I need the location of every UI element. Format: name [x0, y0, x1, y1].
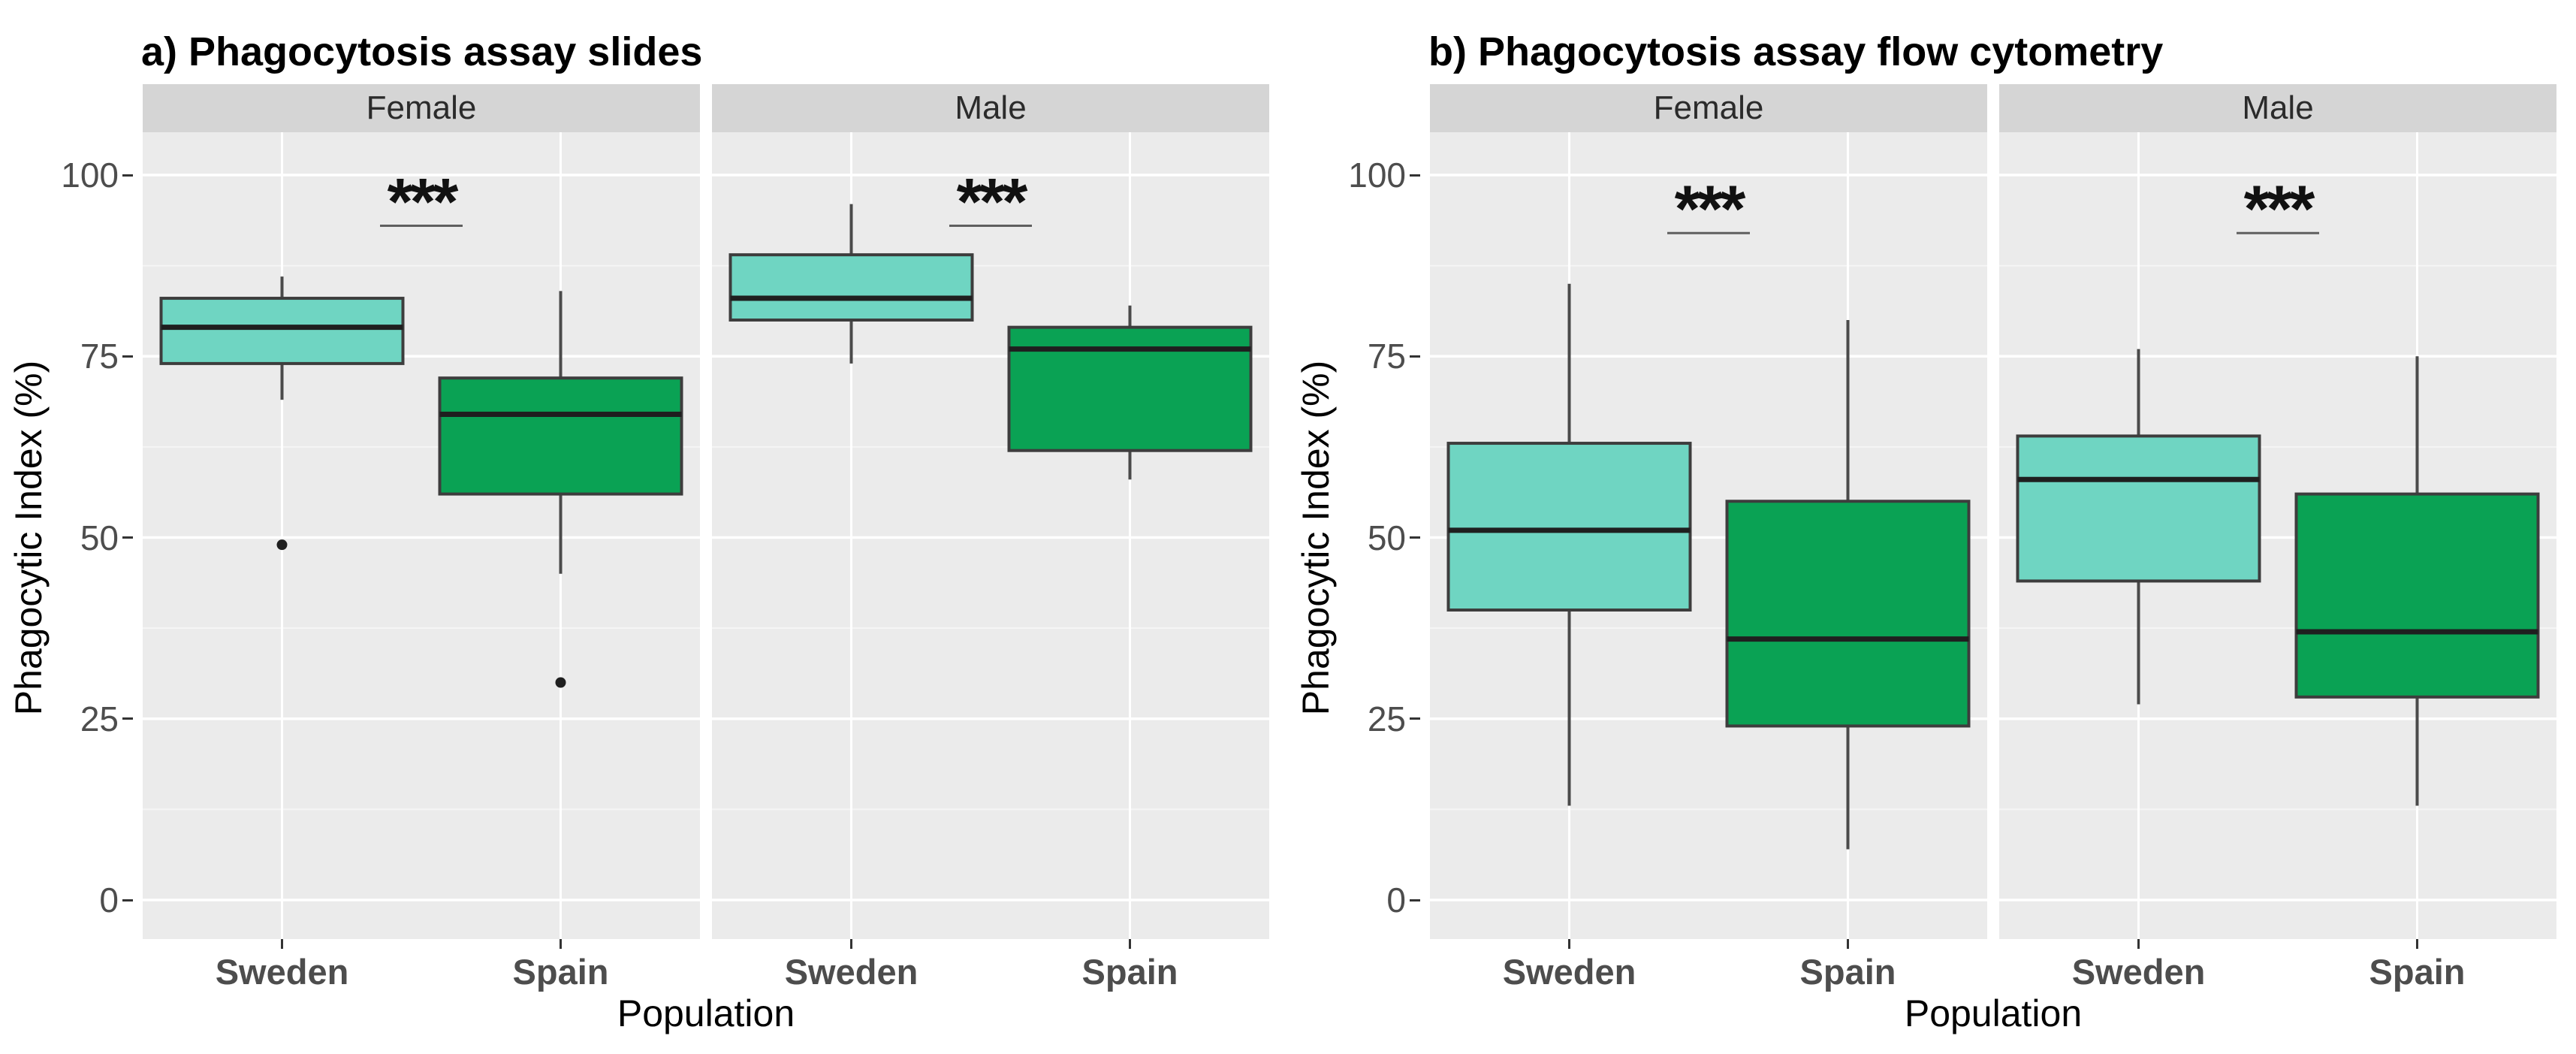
y-tick-label: 50 [1367, 518, 1406, 557]
boxplot-canvas: *** [712, 132, 1269, 939]
boxplot-canvas: *** [143, 132, 700, 939]
x-tick-mark [560, 939, 562, 949]
box-spain [2294, 492, 2540, 699]
facet-area: Female *** Male *** [143, 84, 1269, 939]
y-tick-label: 25 [1367, 699, 1406, 738]
x-category-label-spain: Spain [1081, 952, 1178, 992]
y-tick-mark [1410, 717, 1420, 720]
x-category-label-sweden: Sweden [1502, 952, 1636, 992]
significance-stars: *** [957, 165, 1028, 239]
box-sweden [728, 253, 974, 322]
y-tick-mark [1410, 536, 1420, 539]
significance-stars: *** [2244, 171, 2315, 246]
facet-panel-male: *** [1999, 132, 2556, 939]
facet-strip-female: Female [1430, 84, 1987, 132]
chart-flow-cytometry: b) Phagocytosis assay flow cytometry Pha… [1287, 0, 2576, 1054]
boxplot-canvas: *** [1999, 132, 2556, 939]
facet-area: Female *** Male *** [1287, 0, 2576, 1054]
x-tick-mark [2416, 939, 2418, 949]
x-tick-mark [281, 939, 283, 949]
x-category-label-sweden: Sweden [784, 952, 918, 992]
facet-strip-label: Female [1653, 89, 1764, 126]
facet-panel-male: *** [712, 132, 1269, 939]
facet-strip-male: Male [712, 84, 1269, 132]
chart-slides: a) Phagocytosis assay slides Phagocytic … [0, 0, 1269, 1054]
box-sweden [159, 297, 405, 365]
x-axis-title: Population [1904, 992, 2083, 1034]
y-tick-mark [122, 174, 133, 177]
x-category-label-sweden: Sweden [215, 952, 349, 992]
facet-panel-female: *** [143, 132, 700, 939]
x-tick-mark [1847, 939, 1849, 949]
x-axis-title: Population [617, 992, 795, 1034]
x-category-label-sweden: Sweden [2071, 952, 2206, 992]
y-tick-label: 50 [80, 518, 119, 557]
y-tick-mark [1410, 174, 1420, 177]
box-sweden [1446, 442, 1692, 612]
y-tick-mark [1410, 898, 1420, 901]
chart-title: a) Phagocytosis assay slides [141, 29, 703, 74]
outlier-point [276, 539, 288, 551]
y-tick-label: 25 [80, 699, 119, 738]
facet-strip-label: Male [955, 89, 1027, 126]
y-tick-label: 0 [1386, 880, 1406, 920]
significance-stars: *** [1675, 171, 1746, 246]
y-tick-label: 75 [1367, 337, 1406, 376]
significance-stars: *** [388, 165, 459, 239]
chart-title: b) Phagocytosis assay flow cytometry [1428, 29, 2164, 74]
box-spain [1725, 500, 1971, 728]
x-category-label-spain: Spain [2369, 952, 2466, 992]
y-tick-mark [122, 355, 133, 358]
y-tick-label: 100 [1348, 156, 1406, 195]
x-tick-mark [2137, 939, 2140, 949]
y-tick-label: 100 [61, 156, 119, 195]
y-tick-mark [122, 536, 133, 539]
boxplot-canvas: *** [1430, 132, 1987, 939]
facet-strip-female: Female [143, 84, 700, 132]
facet-panel-female: *** [1430, 132, 1987, 939]
y-tick-label: 75 [80, 337, 119, 376]
x-category-label-spain: Spain [1799, 952, 1896, 992]
y-axis: 0 25 50 75 100 [0, 0, 143, 1054]
x-axis: Sweden Spain Sweden Spain [215, 939, 1178, 992]
box-sweden [2016, 434, 2261, 583]
y-tick-mark [122, 717, 133, 720]
box-spain [438, 376, 683, 496]
facet-strip-label: Female [366, 89, 477, 126]
y-axis: 0 25 50 75 100 [1287, 0, 1430, 1054]
facet-strip-male: Male [1999, 84, 2556, 132]
y-tick-mark [122, 898, 133, 901]
outlier-point [555, 677, 566, 688]
facet-strip-label: Male [2242, 89, 2314, 126]
x-tick-mark [1129, 939, 1131, 949]
x-category-label-spain: Spain [512, 952, 609, 992]
y-tick-mark [1410, 355, 1420, 358]
x-tick-mark [850, 939, 852, 949]
x-tick-mark [1568, 939, 1570, 949]
y-tick-label: 0 [99, 880, 119, 920]
x-axis: Sweden Spain Sweden Spain [1287, 0, 2576, 1054]
